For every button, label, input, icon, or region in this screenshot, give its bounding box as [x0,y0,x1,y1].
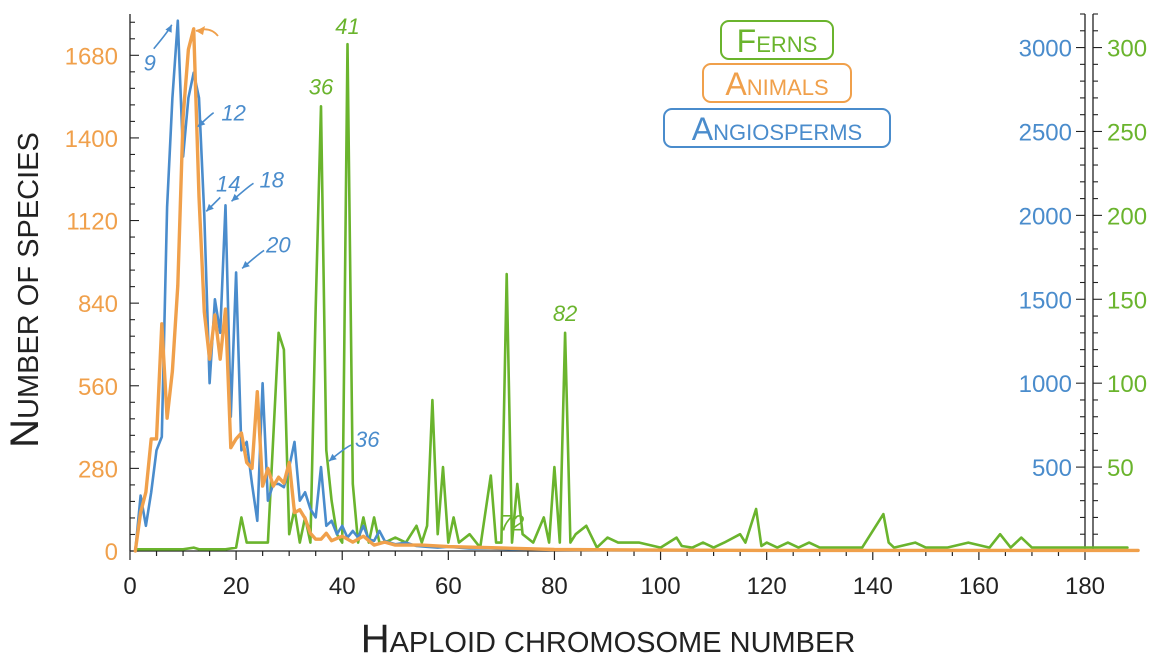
series-line-angiosperms [134,19,1087,553]
right-inner-tick-label: 3000 [1019,36,1072,63]
left-tick-label: 1120 [66,209,118,236]
left-tick-label: 1680 [65,43,118,70]
right-outer-tick-label: 150 [1107,287,1147,314]
annotation-label: 41 [335,14,359,39]
right-inner-tick-label: 1500 [1019,287,1072,314]
left-tick-label: 0 [105,539,118,566]
right-inner-tick-label: 2500 [1019,119,1072,146]
x-tick-label: 120 [747,573,787,600]
left-tick-label: 560 [78,374,118,401]
right-outer-tick-label: 50 [1107,455,1134,482]
animals-annotation-arrowhead [196,26,205,35]
legend-box-animals [702,63,852,103]
annotation-label: 36 [309,74,334,99]
x-tick-label: 40 [329,573,356,600]
annotation-arrowhead [242,261,250,269]
x-tick-label: 160 [959,573,999,600]
x-tick-label: 60 [435,573,462,600]
annotation-label: 20 [265,232,291,257]
legend-box-angiosperms [663,108,891,148]
right-outer-tick-label: 200 [1107,203,1147,230]
x-tick-label: 80 [541,573,568,600]
right-outer-tick-label: 300 [1107,36,1147,63]
legend-label-animals: ANIMALS [725,66,828,102]
annotation-arrowhead [231,193,240,202]
x-tick-label: 20 [223,573,250,600]
right-inner-tick-label: 1000 [1019,371,1072,398]
x-axis-title: HAPLOID CHROMOSOME NUMBER [361,617,856,657]
annotation-label: 82 [553,301,577,326]
legend: FERNS ANIMALS ANGIOSPERMS [663,20,891,148]
x-tick-label: 140 [853,573,893,600]
right-inner-tick-label: 500 [1032,455,1072,482]
x-tick-label: 180 [1065,573,1105,600]
axis-titles-group: HAPLOID CHROMOSOME NUMBER NUMBER OF SPECI… [3,132,855,657]
series-lines-group [133,19,1140,553]
annotation-arrowhead [165,24,172,33]
x-tick-label: 0 [123,573,136,600]
left-tick-label: 840 [78,291,118,318]
right-inner-tick-label: 2000 [1019,203,1072,230]
right-outer-tick-label: 100 [1107,371,1147,398]
y-axis-title: NUMBER OF SPECIES [3,132,47,448]
axes-group: 0 20 40 60 80 100 120 140 160 180 0 280 560 840 1120 14… [65,13,1147,600]
annotation-label: 36 [355,427,380,452]
legend-box-ferns [720,20,834,60]
annotation-label: 18 [260,167,285,192]
x-tick-label: 100 [641,573,681,600]
legend-label-ferns: FERNS [737,23,818,59]
annotation-label: 14 [216,171,240,196]
series-line-ferns [134,42,1129,551]
annotation-arrowhead [206,203,214,212]
left-tick-label: 280 [78,456,118,483]
legend-label-angiosperms: ANGIOSPERMS [692,111,862,147]
annotation-label: 12 [221,101,245,126]
annotations-group: 9 12 14 18 20 36 36 41 72 82 [144,14,578,535]
annotation-arrowhead [329,453,337,462]
right-outer-tick-label: 250 [1107,119,1147,146]
annotation-label: 72 [500,511,524,536]
series-line-animals [133,27,1140,553]
annotation-label: 9 [144,51,156,76]
left-tick-label: 1400 [65,126,118,153]
annotation-arrowhead [197,119,206,127]
